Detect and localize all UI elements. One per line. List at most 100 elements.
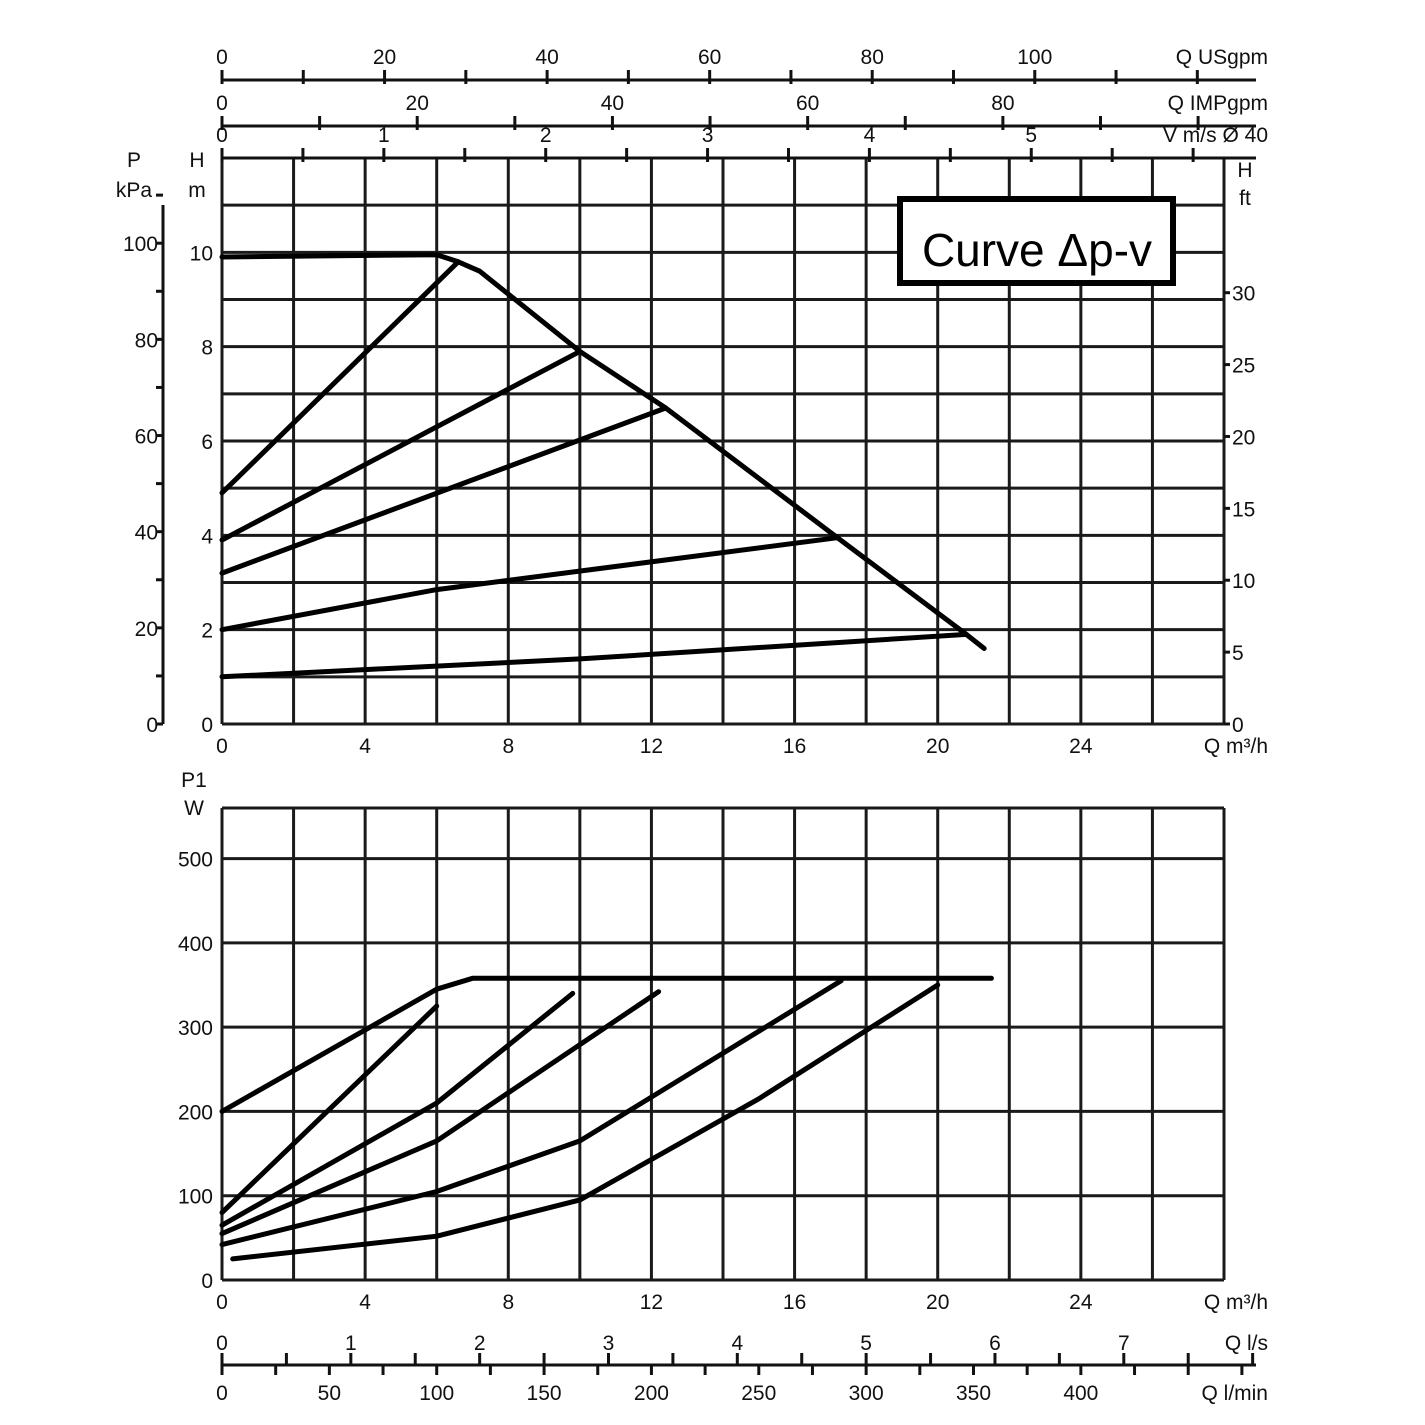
- power-curve-3: [219, 989, 662, 1237]
- power-tick-label: 500: [178, 849, 213, 872]
- title-box: [897, 196, 1176, 286]
- bottom-scale-tick-label: 250: [741, 1382, 776, 1405]
- top-scale-tick-label: 80: [861, 46, 884, 69]
- head-m-axis-label: H: [189, 149, 204, 172]
- power-curve-4: [219, 978, 844, 1248]
- head-curve-2: [219, 259, 461, 496]
- top-scale-tick-label: 20: [373, 46, 396, 69]
- bottom-scale-tick-label: 6: [989, 1332, 1001, 1355]
- bottom-x-tick-label: 0: [216, 1291, 228, 1314]
- head-ft-tick-label: 20: [1232, 426, 1255, 449]
- bottom-scale-tick-label: 350: [956, 1382, 991, 1405]
- pressure-kpa-tick-label: 0: [146, 714, 158, 737]
- top-x-axis-label: Q m³/h: [1204, 735, 1268, 758]
- head-ft-tick-label: 30: [1232, 283, 1255, 306]
- pressure-kpa-tick-label: 20: [135, 618, 158, 641]
- top-scale-tick-label: 2: [540, 124, 552, 147]
- head-ft-axis-label: H: [1237, 159, 1252, 182]
- bottom-x-tick-label: 16: [783, 1291, 806, 1314]
- power-curve-0: [219, 975, 994, 1114]
- head-curve-5: [219, 535, 840, 633]
- head-curve-0: [219, 252, 461, 265]
- pressure-kpa-tick-label: 40: [135, 522, 158, 545]
- power-curve-2: [219, 990, 576, 1228]
- bottom-scale-axis-label: Q l/min: [1201, 1382, 1268, 1405]
- top-scale-tick-label: 4: [864, 124, 876, 147]
- bottom-x-tick-label: 20: [926, 1291, 949, 1314]
- top-scale-tick-label: 5: [1025, 124, 1037, 147]
- head-ft-tick-label: 25: [1232, 355, 1255, 378]
- top-x-tick-label: 16: [783, 735, 806, 758]
- head-m-axis-unit: m: [188, 179, 206, 202]
- pressure-kpa-tick-label: 60: [135, 426, 158, 449]
- bottom-scale-tick-label: 200: [634, 1382, 669, 1405]
- top-x-tick-label: 4: [359, 735, 371, 758]
- power-axis-label: P1: [181, 769, 207, 792]
- head-ft-tick-label: 5: [1232, 642, 1244, 665]
- top-scale-tick-label: 1: [378, 124, 390, 147]
- top-x-tick-label: 24: [1069, 735, 1093, 758]
- bottom-x-tick-label: 4: [359, 1291, 371, 1314]
- top-scale-tick-label: 40: [535, 46, 558, 69]
- head-curve-4: [219, 405, 669, 576]
- bottom-scale-tick-label: 400: [1063, 1382, 1098, 1405]
- power-curve-5: [230, 982, 941, 1262]
- top-scale-tick-label: 40: [601, 92, 624, 115]
- bottom-x-tick-label: 8: [502, 1291, 514, 1314]
- top-scale-tick-label: 0: [216, 46, 228, 69]
- bottom-x-tick-label: 24: [1069, 1291, 1093, 1314]
- top-scale-tick-label: 60: [698, 46, 721, 69]
- head-ft-tick-label: 0: [1232, 714, 1244, 737]
- bottom-scale-tick-label: 100: [419, 1382, 454, 1405]
- power-curve-1: [219, 1003, 440, 1216]
- top-scale-tick-label: 3: [702, 124, 714, 147]
- bottom-scale-tick-label: 2: [474, 1332, 486, 1355]
- power-tick-label: 100: [178, 1186, 213, 1209]
- top-scale-tick-label: 0: [216, 92, 228, 115]
- head-ft-axis-unit: ft: [1239, 187, 1251, 210]
- head-curve-3: [219, 348, 583, 543]
- head-m-tick-label: 8: [201, 337, 213, 360]
- power-tick-label: 0: [201, 1270, 213, 1293]
- top-scale-tick-label: 0: [216, 124, 228, 147]
- bottom-scale-tick-label: 7: [1118, 1332, 1130, 1355]
- pressure-axis-unit: kPa: [116, 179, 153, 202]
- top-scale-tick-label: 20: [406, 92, 429, 115]
- bottom-scale-tick-label: 4: [731, 1332, 743, 1355]
- top-scale-axis-label: V m/s Ø 40: [1163, 124, 1268, 147]
- bottom-scale-tick-label: 0: [216, 1332, 228, 1355]
- bottom-scale-tick-label: 3: [603, 1332, 615, 1355]
- top-scale-axis-label: Q IMPgpm: [1168, 92, 1268, 115]
- power-tick-label: 300: [178, 1017, 213, 1040]
- head-ft-tick-label: 10: [1232, 570, 1255, 593]
- chart-title: Curve Δp-v: [922, 224, 1152, 276]
- top-x-tick-label: 12: [640, 735, 663, 758]
- top-scale-tick-label: 60: [796, 92, 819, 115]
- head-ft-tick-label: 15: [1232, 498, 1255, 521]
- head-m-tick-label: 6: [201, 431, 213, 454]
- bottom-scale-tick-label: 50: [318, 1382, 341, 1405]
- pressure-axis-label: P: [127, 149, 141, 172]
- power-axis-unit: W: [184, 797, 204, 820]
- top-x-tick-label: 8: [502, 735, 514, 758]
- bottom-scale-tick-label: 150: [527, 1382, 562, 1405]
- bottom-x-tick-label: 12: [640, 1291, 663, 1314]
- head-m-tick-label: 2: [201, 620, 213, 643]
- bottom-x-axis-label: Q m³/h: [1204, 1291, 1268, 1314]
- head-m-tick-label: 10: [190, 242, 213, 265]
- bottom-scale-axis-label: Q l/s: [1225, 1332, 1268, 1355]
- top-x-tick-label: 20: [926, 735, 949, 758]
- top-x-tick-label: 0: [216, 735, 228, 758]
- top-scale-tick-label: 80: [991, 92, 1014, 115]
- power-tick-label: 400: [178, 933, 213, 956]
- pressure-kpa-tick-label: 100: [123, 233, 158, 256]
- bottom-scale-tick-label: 1: [345, 1332, 357, 1355]
- bottom-scale-tick-label: 0: [216, 1382, 228, 1405]
- bottom-scale-tick-label: 5: [860, 1332, 872, 1355]
- bottom-scale-tick-label: 300: [849, 1382, 884, 1405]
- top-scale-tick-label: 100: [1017, 46, 1052, 69]
- head-curve-6: [219, 631, 969, 680]
- head-m-tick-label: 4: [201, 525, 213, 548]
